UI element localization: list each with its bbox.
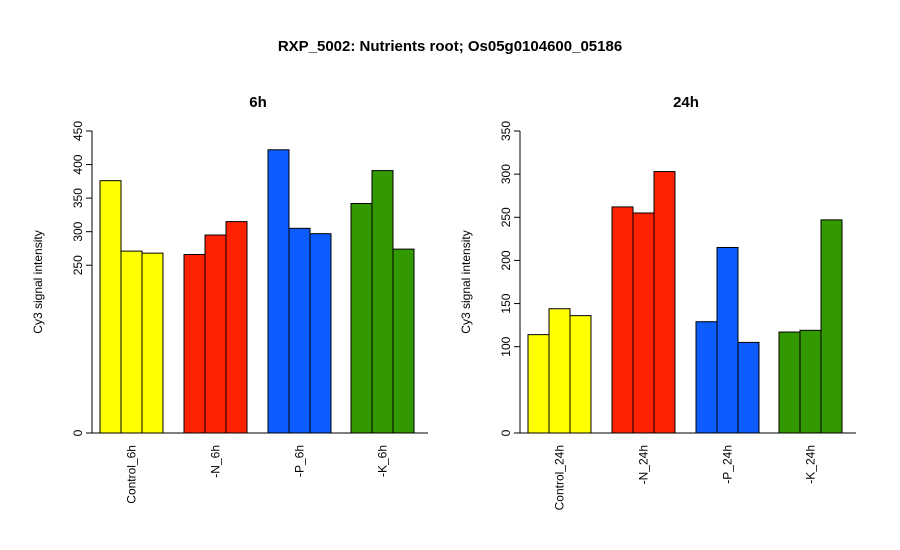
panel-6h-bar xyxy=(371,170,394,434)
panel-6h-bar xyxy=(392,248,415,434)
panel-24h-category-label: -P_24h xyxy=(721,445,735,484)
panel-24h-bar xyxy=(716,246,739,434)
panel-6h-bar xyxy=(99,180,122,434)
panel-6h-bar xyxy=(288,227,311,434)
panel-24h-bar xyxy=(737,341,760,434)
panel-6h-y-tick-label: 300 xyxy=(71,221,85,241)
panel-6h-y-tick-label: 250 xyxy=(71,255,85,275)
panel-6h-y-tick-label: 450 xyxy=(71,121,85,141)
panel-24h-bar xyxy=(695,321,718,434)
panel-6h-bar xyxy=(141,252,164,434)
panel-24h-bar xyxy=(632,212,655,434)
panel-24h-y-axis-label: Cy3 signal intensity xyxy=(459,230,473,333)
panel-24h-y-tick-label: 250 xyxy=(499,207,513,227)
panel-24h-bar xyxy=(799,329,822,434)
panel-24h-bar xyxy=(653,171,676,434)
panel-6h-y-tick-label: 0 xyxy=(71,429,85,436)
panel-24h-bar xyxy=(778,331,801,434)
panel-24h-bar xyxy=(548,308,571,434)
panel-6h-bar xyxy=(183,253,206,434)
panel-24h-title: 24h xyxy=(673,94,699,111)
panel-24h: 24h Cy3 signal intensity 0 100 150 200 250 300 3… xyxy=(459,94,856,510)
panel-6h-bar xyxy=(350,202,373,434)
panel-6h-bar xyxy=(225,221,248,434)
panel-24h-category-label: -K_24h xyxy=(804,445,818,484)
panel-6h-bar xyxy=(267,149,290,434)
panel-24h-bar xyxy=(527,334,550,434)
panel-24h-y-tick-label: 350 xyxy=(499,121,513,141)
panel-6h-y-axis-label: Cy3 signal intensity xyxy=(31,230,45,333)
panel-24h-category-label: Control_24h xyxy=(553,445,567,510)
panel-6h-category-label: -P_6h xyxy=(293,445,307,477)
panel-24h-bar xyxy=(569,315,592,434)
panel-24h-y-tick-label: 150 xyxy=(499,293,513,313)
panel-6h-bar xyxy=(204,234,227,434)
panel-24h-y-tick-label: 300 xyxy=(499,164,513,184)
panel-6h-y-tick-label: 350 xyxy=(71,188,85,208)
panel-24h-bar xyxy=(611,206,634,434)
panel-6h-bar xyxy=(120,250,143,434)
panel-6h-bar xyxy=(309,233,332,434)
panel-6h-category-label: Control_6h xyxy=(125,445,139,504)
panel-6h-category-label: -N_6h xyxy=(209,445,223,478)
panel-24h-y-tick-label: 100 xyxy=(499,336,513,356)
panel-6h: 6h Cy3 signal intensity 0 250 300 350 400 450 Co… xyxy=(31,94,428,504)
panel-24h-y-tick-label: 0 xyxy=(499,429,513,436)
panel-24h-bar xyxy=(820,219,843,434)
panel-24h-category-label: -N_24h xyxy=(637,445,651,484)
panel-6h-title: 6h xyxy=(249,94,267,111)
panel-6h-y-tick-label: 400 xyxy=(71,154,85,174)
chart-main-title: RXP_5002: Nutrients root; Os05g0104600_0… xyxy=(277,38,623,55)
panel-6h-category-label: -K_6h xyxy=(376,445,390,477)
panel-24h-y-tick-label: 200 xyxy=(499,250,513,270)
